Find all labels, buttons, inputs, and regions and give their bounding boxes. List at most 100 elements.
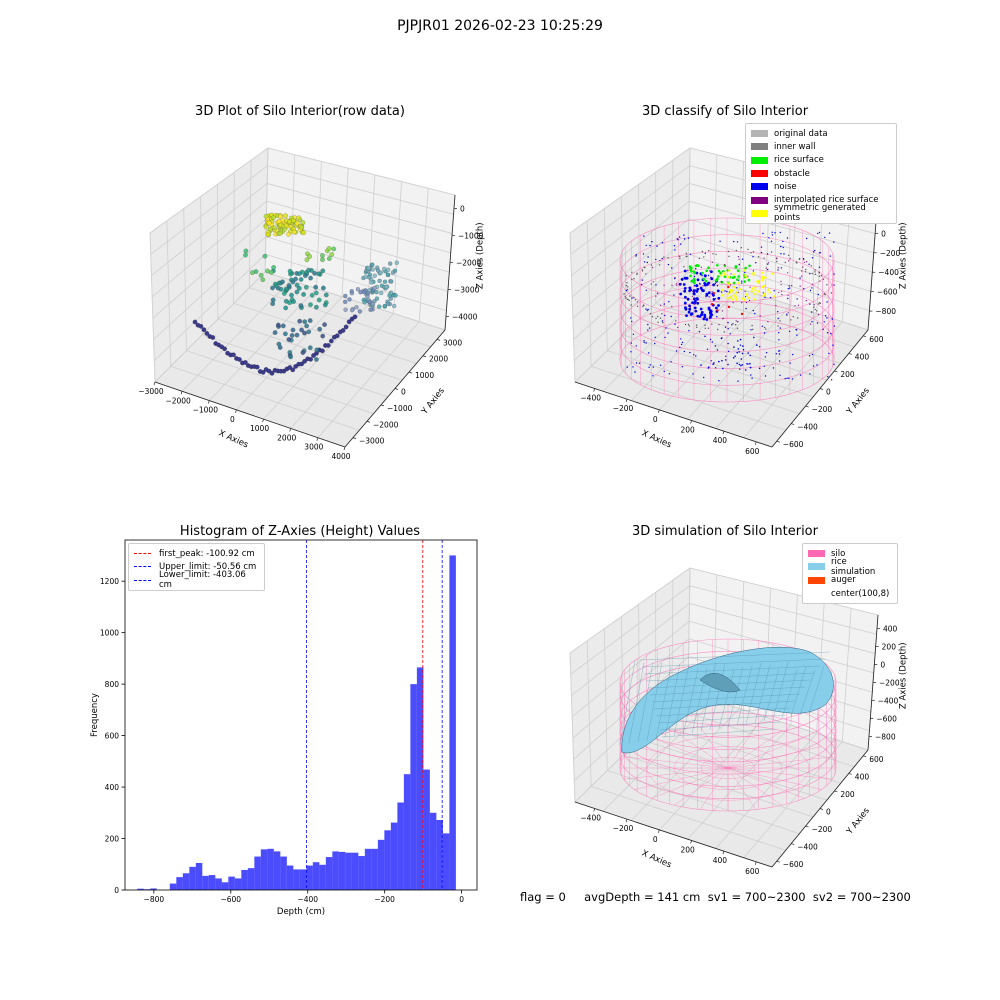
rice-simulation-surface — [621, 647, 834, 754]
obstacle-point — [727, 285, 730, 289]
data-point — [283, 223, 289, 228]
data-point — [388, 261, 393, 266]
histogram-bar — [208, 875, 216, 890]
noise-point — [762, 232, 764, 235]
symmetric-point — [754, 292, 757, 296]
y-tick — [819, 388, 824, 390]
grid-line — [687, 271, 869, 331]
noise-point — [780, 245, 782, 248]
inner-wall-point — [802, 259, 805, 261]
interpolated-point — [738, 263, 740, 265]
x-tick-label: −200 — [374, 895, 395, 904]
rice-surface-point — [692, 270, 696, 274]
y-axis-label: Y Axies — [419, 386, 447, 418]
data-point — [303, 284, 309, 290]
data-point — [293, 276, 298, 282]
noise-point — [674, 323, 676, 325]
grid-line — [571, 620, 690, 718]
surface-mesh — [790, 666, 807, 717]
grid-line — [571, 200, 690, 298]
inner-wall-point — [819, 302, 822, 304]
noise-point — [727, 350, 730, 352]
data-point — [294, 289, 300, 295]
data-point — [316, 271, 322, 277]
data-point — [222, 346, 227, 352]
z-tick-label: −200 — [880, 249, 901, 258]
data-point — [372, 285, 377, 290]
noise-point — [710, 270, 713, 274]
noise-point — [784, 378, 786, 380]
z-tick-label: −2000 — [456, 259, 482, 268]
noise-point — [710, 360, 712, 362]
legend-label: auger — [831, 575, 856, 586]
data-point — [308, 275, 313, 281]
data-point — [320, 257, 325, 263]
histogram-bar — [449, 555, 456, 890]
symmetric-point — [743, 269, 746, 272]
rice-surface-point — [716, 275, 720, 278]
histogram-bar — [423, 769, 430, 890]
noise-point — [646, 261, 648, 264]
noise-point — [704, 283, 707, 287]
noise-point — [643, 261, 646, 263]
data-point — [287, 268, 293, 274]
data-point — [378, 270, 383, 275]
data-point — [289, 333, 295, 338]
noise-point — [699, 286, 703, 290]
noise-point — [739, 368, 741, 370]
data-point — [363, 274, 368, 279]
inner-wall-point — [662, 321, 664, 324]
grid-line — [265, 236, 448, 292]
legend-swatch — [808, 590, 825, 597]
inner-wall-point — [645, 273, 647, 275]
z-tick-label: −400 — [878, 697, 899, 706]
data-point — [346, 319, 352, 325]
noise-point — [632, 366, 634, 368]
inner-wall-point — [765, 328, 767, 330]
noise-point — [652, 375, 654, 377]
inner-wall-point — [655, 317, 657, 320]
grid-line — [166, 220, 172, 367]
noise-point — [822, 328, 824, 330]
noise-point — [741, 258, 744, 260]
grid-line — [571, 603, 690, 696]
symmetric-point — [731, 289, 735, 292]
grid-line — [630, 708, 740, 821]
noise-point — [778, 360, 781, 362]
data-point — [291, 229, 297, 235]
symmetric-point — [757, 290, 760, 293]
symmetric-point — [771, 272, 774, 275]
noise-point — [809, 303, 811, 305]
noise-point — [684, 295, 687, 299]
grid-line — [659, 296, 766, 411]
inner-wall-point — [636, 305, 639, 307]
noise-point — [679, 346, 681, 349]
z-tick-label: −800 — [875, 733, 896, 742]
data-point — [300, 220, 306, 225]
noise-point — [828, 352, 830, 355]
data-point — [299, 327, 304, 333]
inner-wall-point — [701, 250, 704, 253]
noise-point — [749, 354, 752, 357]
data-point — [291, 299, 296, 304]
noise-point — [635, 255, 637, 257]
noise-point — [808, 263, 810, 265]
inner-wall-point — [643, 304, 645, 307]
x-tick-label: −400 — [580, 394, 601, 403]
noise-point — [774, 232, 776, 234]
rice-surface-point — [744, 266, 747, 270]
noise-point — [824, 236, 826, 239]
grid-line — [570, 165, 690, 255]
data-point — [289, 292, 294, 298]
interpolated-point — [700, 266, 702, 268]
grid-line — [715, 313, 817, 429]
surface-mesh — [772, 661, 789, 720]
inner-wall-point — [818, 275, 821, 277]
interpolated-point — [794, 305, 796, 307]
noise-point — [770, 240, 773, 242]
noise-point — [656, 292, 659, 294]
interpolated-point — [741, 302, 743, 304]
symmetric-point — [772, 295, 775, 298]
data-point — [290, 367, 296, 373]
